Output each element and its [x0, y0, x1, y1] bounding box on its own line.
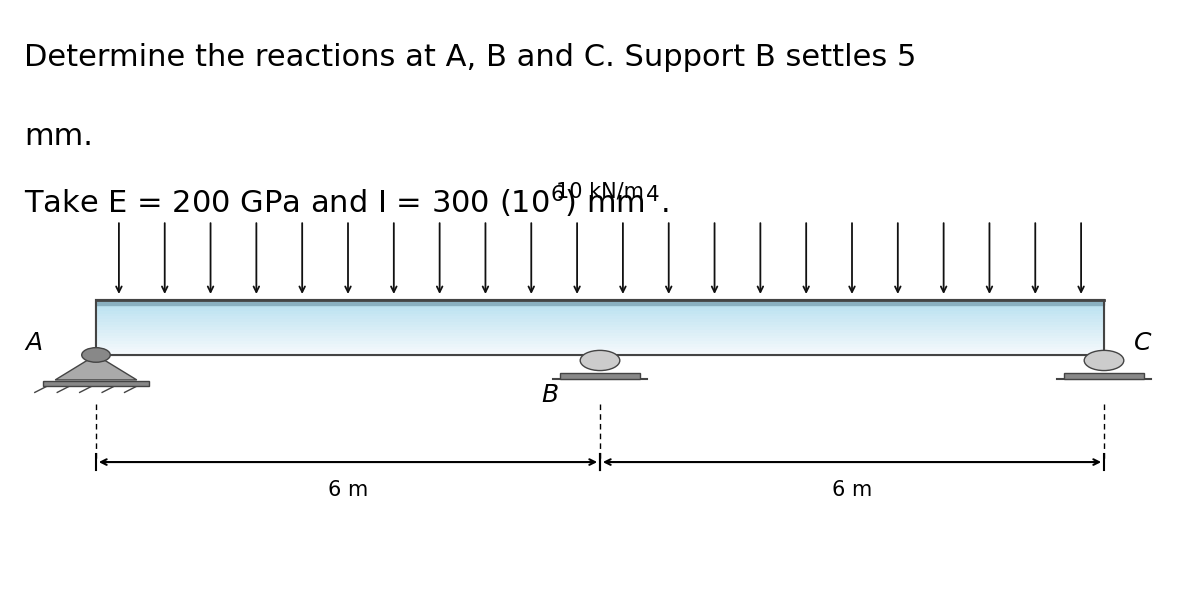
Bar	[560, 373, 640, 379]
Text: mm.: mm.	[24, 122, 92, 151]
Bar	[96, 338, 1104, 341]
Text: C: C	[1134, 330, 1152, 355]
Bar	[96, 327, 1104, 330]
Bar	[96, 300, 1104, 355]
Bar	[96, 330, 1104, 333]
Text: A: A	[25, 330, 42, 355]
Bar	[96, 314, 1104, 316]
Text: B: B	[541, 382, 558, 407]
Bar	[96, 319, 1104, 322]
Text: 6 m: 6 m	[328, 480, 368, 501]
Text: Take E = 200 GPa and I = 300 (10$^6$) mm$^4$.: Take E = 200 GPa and I = 300 (10$^6$) mm…	[24, 184, 668, 220]
Bar	[96, 311, 1104, 314]
Text: 6 m: 6 m	[832, 480, 872, 501]
Bar	[96, 344, 1104, 346]
Bar	[43, 381, 149, 386]
Bar	[96, 349, 1104, 353]
Bar	[96, 353, 1104, 355]
Circle shape	[581, 350, 619, 371]
Bar	[96, 300, 1104, 355]
Bar	[96, 322, 1104, 325]
Polygon shape	[55, 355, 137, 380]
Bar	[96, 335, 1104, 338]
Bar	[1064, 373, 1144, 379]
Bar	[96, 333, 1104, 335]
Bar	[96, 300, 1104, 303]
Bar	[96, 325, 1104, 327]
Bar	[96, 346, 1104, 349]
Circle shape	[82, 348, 110, 362]
Text: Determine the reactions at A, B and C. Support B settles 5: Determine the reactions at A, B and C. S…	[24, 43, 917, 72]
Bar	[96, 308, 1104, 311]
Bar	[96, 300, 1104, 305]
Bar	[96, 305, 1104, 308]
Text: 10 kN/m: 10 kN/m	[556, 182, 644, 202]
Bar	[96, 303, 1104, 305]
Bar	[96, 341, 1104, 344]
Circle shape	[1085, 350, 1123, 371]
Bar	[96, 316, 1104, 319]
